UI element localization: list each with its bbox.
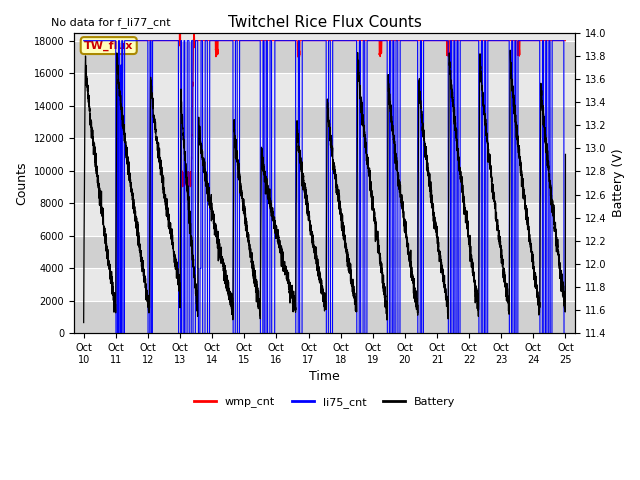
Bar	[74, 138, 575, 171]
Legend: wmp_cnt, li75_cnt, Battery: wmp_cnt, li75_cnt, Battery	[189, 392, 460, 412]
Bar	[74, 106, 575, 138]
Bar	[74, 204, 575, 236]
Bar	[74, 73, 575, 106]
Text: TW_flux: TW_flux	[84, 40, 133, 51]
X-axis label: Time: Time	[309, 371, 340, 384]
Text: No data for f_li77_cnt: No data for f_li77_cnt	[51, 17, 171, 28]
Title: Twitchel Rice Flux Counts: Twitchel Rice Flux Counts	[228, 15, 422, 30]
Y-axis label: Battery (V): Battery (V)	[612, 149, 625, 217]
Bar	[74, 41, 575, 73]
Y-axis label: Counts: Counts	[15, 161, 28, 205]
Bar	[74, 171, 575, 204]
Bar	[74, 268, 575, 301]
Bar	[74, 301, 575, 334]
Bar	[74, 236, 575, 268]
